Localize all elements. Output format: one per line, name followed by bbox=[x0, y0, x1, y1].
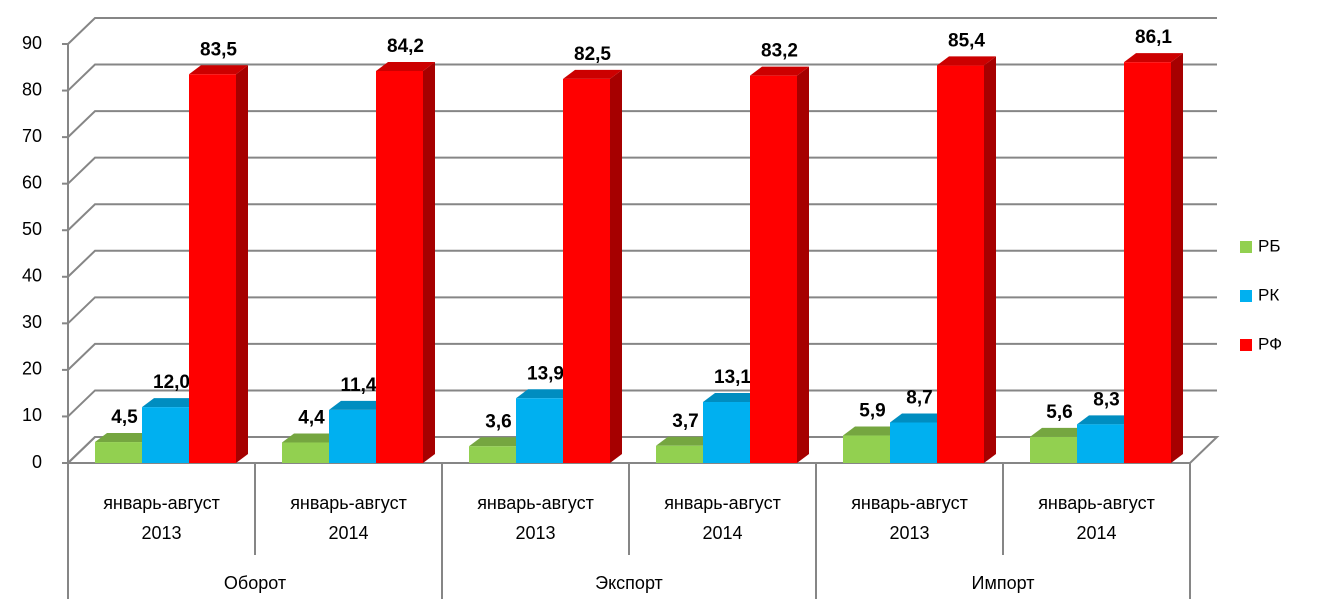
bar-side bbox=[236, 65, 248, 463]
y-tick-label: 70 bbox=[22, 126, 42, 146]
bar-top bbox=[703, 393, 762, 403]
data-label: 5,6 bbox=[1046, 402, 1072, 423]
bar bbox=[937, 65, 984, 463]
bar-top bbox=[1077, 415, 1136, 425]
grid-line bbox=[67, 156, 1217, 185]
bar-top bbox=[1030, 427, 1089, 437]
y-tick-label: 0 bbox=[32, 452, 42, 472]
bar bbox=[703, 402, 750, 463]
bar-top bbox=[563, 69, 622, 79]
group-label: Экспорт bbox=[595, 573, 663, 593]
x-tick-label: январь-август 2013 bbox=[851, 493, 968, 543]
bar-top bbox=[516, 389, 575, 399]
bar bbox=[516, 398, 563, 463]
bar bbox=[282, 442, 329, 463]
data-label: 4,5 bbox=[111, 407, 138, 428]
bar bbox=[142, 407, 189, 463]
bar bbox=[1124, 62, 1171, 463]
group-label: Оборот bbox=[223, 573, 287, 593]
bar-top bbox=[142, 398, 201, 408]
y-tick-label: 40 bbox=[22, 266, 42, 286]
bar bbox=[890, 422, 937, 463]
grid-line bbox=[67, 296, 1217, 325]
grid-line bbox=[67, 110, 1217, 138]
x-tick-label: январь-август 2014 bbox=[290, 493, 407, 543]
bar-top bbox=[282, 433, 341, 443]
y-tick-label: 80 bbox=[22, 79, 42, 99]
grid-line bbox=[67, 17, 1217, 45]
data-label: 13,9 bbox=[527, 363, 564, 384]
bar-top bbox=[469, 437, 528, 447]
bar bbox=[1077, 424, 1124, 463]
bar-top bbox=[750, 66, 809, 76]
bar bbox=[469, 446, 516, 463]
bar bbox=[750, 75, 797, 463]
data-label: 85,4 bbox=[948, 30, 985, 51]
grid-line bbox=[67, 389, 1217, 418]
bar-top bbox=[890, 413, 949, 423]
bar bbox=[1030, 436, 1077, 463]
bar-side bbox=[797, 66, 809, 463]
data-label: 4,4 bbox=[298, 408, 325, 429]
grid-line bbox=[67, 342, 1217, 371]
legend-swatch bbox=[1240, 290, 1252, 302]
x-tick-label: январь-август 2013 bbox=[103, 493, 220, 543]
group-label: Импорт bbox=[971, 573, 1035, 593]
x-tick-label: январь-август 2013 bbox=[477, 493, 594, 543]
bar-side bbox=[610, 69, 622, 464]
grid-line bbox=[67, 203, 1217, 231]
y-tick-label: 30 bbox=[22, 312, 42, 332]
bar-top bbox=[937, 56, 996, 66]
legend-label: РК bbox=[1258, 285, 1279, 304]
x-tick-label: январь-август 2014 bbox=[1038, 493, 1155, 543]
legend-swatch bbox=[1240, 339, 1252, 351]
legend-swatch bbox=[1240, 241, 1252, 253]
bar-top bbox=[329, 400, 388, 410]
bar bbox=[563, 78, 610, 464]
data-label: 3,6 bbox=[485, 411, 511, 432]
data-label: 86,1 bbox=[1135, 27, 1172, 48]
bar-top bbox=[843, 426, 902, 436]
data-label: 11,4 bbox=[341, 375, 377, 396]
bar-top bbox=[656, 436, 715, 446]
bar-top bbox=[95, 433, 154, 443]
grid-line bbox=[67, 63, 1217, 92]
data-label: 83,5 bbox=[200, 39, 237, 60]
y-tick-label: 60 bbox=[22, 172, 42, 192]
data-label: 82,5 bbox=[574, 44, 611, 65]
bar-side bbox=[984, 56, 996, 463]
bar-side bbox=[1171, 53, 1183, 463]
data-label: 5,9 bbox=[859, 401, 885, 422]
y-tick-label: 10 bbox=[22, 405, 42, 425]
y-tick-label: 20 bbox=[22, 359, 42, 379]
bar-top bbox=[1124, 53, 1183, 63]
legend-label: РБ bbox=[1258, 236, 1281, 255]
bar bbox=[843, 435, 890, 463]
bar bbox=[656, 445, 703, 463]
data-label: 84,2 bbox=[387, 36, 424, 57]
bar bbox=[189, 74, 236, 463]
data-label: 8,7 bbox=[906, 388, 932, 409]
x-tick-label: январь-август 2014 bbox=[664, 493, 781, 543]
y-tick-label: 50 bbox=[22, 219, 42, 239]
data-label: 13,1 bbox=[714, 367, 751, 388]
bar-top bbox=[189, 65, 248, 75]
grid-line bbox=[67, 249, 1217, 278]
bar-side bbox=[423, 62, 435, 463]
y-tick-label: 90 bbox=[22, 33, 42, 53]
data-label: 3,7 bbox=[672, 411, 698, 432]
data-label: 83,2 bbox=[761, 41, 798, 62]
data-label: 8,3 bbox=[1093, 389, 1119, 410]
legend-label: РФ bbox=[1258, 334, 1282, 353]
bar bbox=[376, 71, 423, 463]
bar-top bbox=[376, 62, 435, 72]
bar bbox=[95, 442, 142, 463]
data-label: 12,0 bbox=[153, 372, 190, 393]
bar bbox=[329, 409, 376, 463]
